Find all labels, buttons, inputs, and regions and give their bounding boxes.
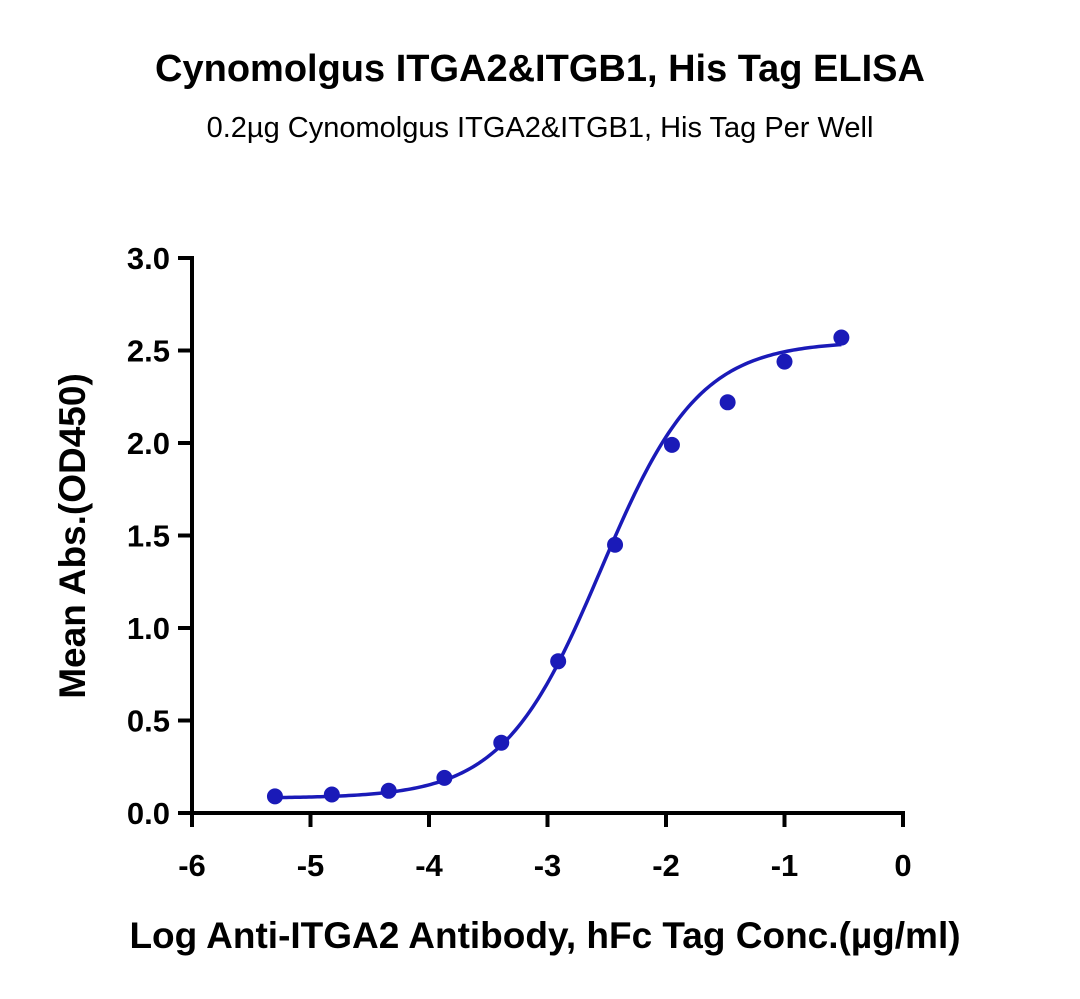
- data-point: [607, 536, 624, 553]
- chart-subtitle: 0.2µg Cynomolgus ITGA2&ITGB1, His Tag Pe…: [206, 112, 874, 144]
- data-point: [266, 788, 283, 805]
- y-tick-label: 1.0: [127, 611, 170, 646]
- data-point: [776, 353, 793, 370]
- data-point: [323, 786, 340, 803]
- y-tick-label: 1.5: [127, 519, 170, 554]
- axes: 0.0 0.5 1.0 1.5 2.0 2.5 3.0 -6 -5 -4 -3 -2 -1 0: [127, 241, 912, 883]
- chart-title: Cynomolgus ITGA2&ITGB1, His Tag ELISA: [155, 48, 925, 90]
- fit-curve-layer: [274, 342, 842, 800]
- x-axis-label: Log Anti-ITGA2 Antibody, hFc Tag Conc.(µ…: [129, 915, 960, 956]
- x-tick-label: -6: [178, 848, 206, 883]
- data-point: [719, 394, 736, 411]
- y-tick-label: 2.0: [127, 426, 170, 461]
- data-points-layer: [266, 329, 850, 805]
- x-tick-label: -3: [534, 848, 562, 883]
- data-point: [550, 653, 567, 670]
- data-point: [493, 734, 510, 751]
- data-point: [436, 769, 453, 786]
- y-tick-label: 3.0: [127, 241, 170, 276]
- y-tick-label: 0.0: [127, 796, 170, 831]
- y-axis-label: Mean Abs.(OD450): [52, 373, 93, 699]
- y-tick-label: 0.5: [127, 704, 170, 739]
- x-tick-label: -1: [771, 848, 799, 883]
- x-tick-label: -4: [415, 848, 443, 883]
- x-tick-label: -2: [652, 848, 680, 883]
- y-tick-label: 2.5: [127, 334, 170, 369]
- x-tick-label: -5: [297, 848, 325, 883]
- data-point: [380, 782, 397, 799]
- data-point: [833, 329, 850, 346]
- fit-curve: [274, 342, 842, 800]
- data-point: [663, 436, 680, 453]
- x-tick-label: 0: [894, 848, 911, 883]
